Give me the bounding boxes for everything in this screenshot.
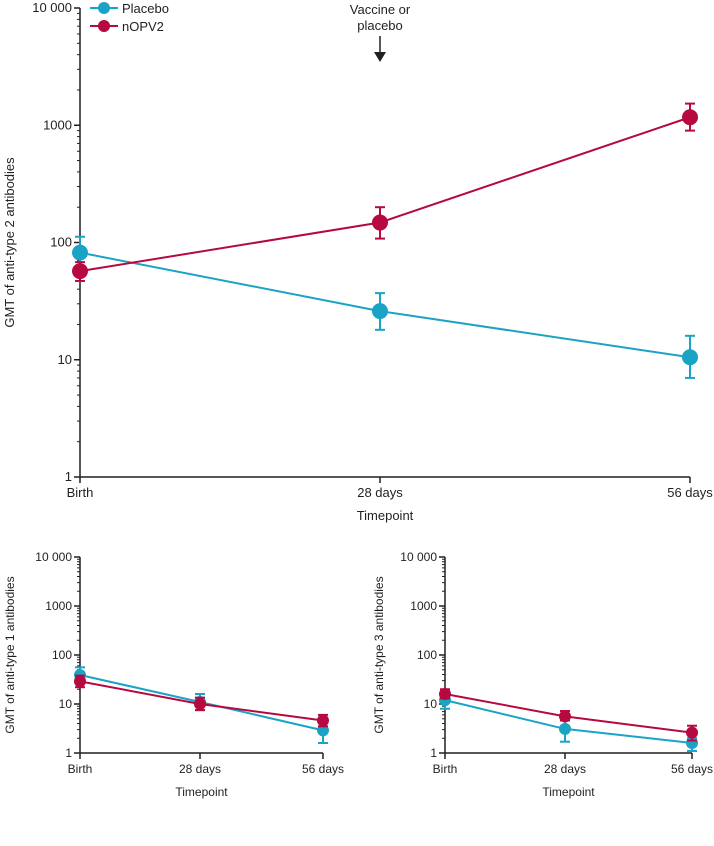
legend-placebo-marker (98, 2, 110, 14)
data-point (682, 109, 698, 126)
data-point (317, 724, 329, 737)
x-tick-label: Birth (68, 762, 93, 776)
x-tick-label: Birth (67, 485, 94, 500)
data-point (74, 675, 86, 688)
y-tick-label: 10 (424, 697, 438, 711)
x-axis-label: Timepoint (542, 785, 595, 799)
data-point (439, 687, 451, 700)
x-axis-label: Timepoint (357, 508, 414, 523)
data-point (559, 710, 571, 723)
data-point (559, 722, 571, 735)
x-tick-label: 56 days (671, 762, 713, 776)
y-axis-label: GMT of anti-type 3 antibodies (372, 576, 386, 733)
chart-panel-1: 1 10 100 1000 10 000 Birth 28 days 56 days Timep… (2, 0, 713, 523)
y-tick-label: 1000 (43, 117, 72, 132)
y-axis-label: GMT of anti-type 1 antibodies (3, 576, 17, 733)
series-nopv2 (72, 102, 698, 282)
data-point (194, 698, 206, 710)
legend-nopv2-marker (98, 20, 110, 32)
x-tick-label: 56 days (667, 485, 713, 500)
y-tick-label: 1 (65, 746, 72, 760)
data-point (682, 349, 698, 366)
data-point (372, 303, 388, 320)
annotation-line2: placebo (357, 18, 403, 33)
y-tick-label: 10 000 (32, 0, 72, 15)
chart-panel-2: 1 10 100 1000 10 000 Birth 28 days 56 days Timep… (3, 550, 344, 799)
y-tick-label: 10 000 (35, 550, 72, 564)
series-line (79, 116, 691, 273)
y-tick-label: 1 (430, 746, 437, 760)
x-tick-label: 28 days (357, 485, 403, 500)
data-point (72, 263, 88, 280)
y-tick-label: 1 (65, 469, 72, 484)
legend: Placebo nOPV2 (90, 1, 169, 34)
annotation-arrow-head (374, 52, 386, 62)
y-axis-label: GMT of anti-type 2 antibodies (2, 157, 17, 328)
y-tick-label: 100 (417, 648, 437, 662)
y-tick-label: 10 (59, 697, 73, 711)
data-point (317, 714, 329, 727)
x-axis-label: Timepoint (175, 785, 228, 799)
legend-placebo-label: Placebo (122, 1, 169, 16)
chart-panel-3: 1 10 100 1000 10 000 Birth 28 days 56 days Timep… (372, 550, 713, 799)
y-tick-label: 10 (58, 352, 72, 367)
x-tick-label: 28 days (179, 762, 221, 776)
data-point (72, 244, 88, 261)
x-tick-label: 56 days (302, 762, 344, 776)
data-point (372, 214, 388, 231)
x-tick-label: Birth (433, 762, 458, 776)
legend-nopv2-label: nOPV2 (122, 19, 164, 34)
annotation-line1: Vaccine or (350, 2, 411, 17)
data-point (686, 726, 698, 739)
series-placebo (439, 691, 698, 752)
series-nopv2 (74, 674, 329, 728)
series-nopv2 (439, 687, 698, 742)
x-tick-label: 28 days (544, 762, 586, 776)
series-line (444, 699, 693, 744)
y-tick-label: 10 000 (400, 550, 437, 564)
y-tick-label: 100 (52, 648, 72, 662)
y-tick-label: 1000 (45, 599, 72, 613)
y-tick-label: 1000 (410, 599, 437, 613)
y-tick-label: 100 (50, 235, 72, 250)
annotation: Vaccine or placebo (350, 2, 411, 62)
